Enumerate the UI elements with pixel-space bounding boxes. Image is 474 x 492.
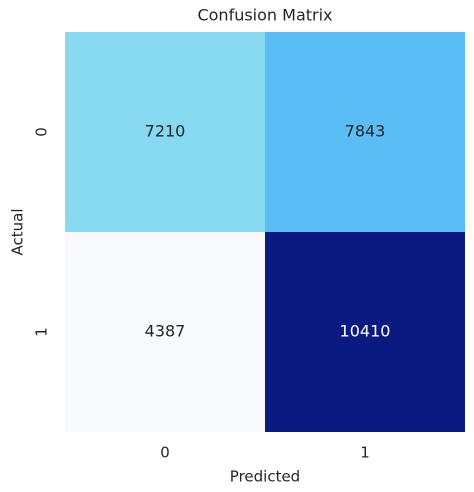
y-axis-label: Actual <box>9 209 27 256</box>
heatmap-cell <box>265 32 465 232</box>
y-tick-label: 1 <box>33 327 51 337</box>
cell-label: 7843 <box>345 122 386 141</box>
y-tick-label: 0 <box>33 127 51 137</box>
cell-label: 4387 <box>145 322 186 341</box>
cell-label: 10410 <box>340 322 391 341</box>
x-tick-label: 1 <box>360 444 370 462</box>
chart-title: Confusion Matrix <box>197 6 332 25</box>
x-axis-label: Predicted <box>230 468 300 486</box>
x-tick-label: 0 <box>160 444 170 462</box>
cell-label: 7210 <box>145 122 186 141</box>
heatmap-cell <box>265 232 465 432</box>
heatmap-cell <box>65 32 265 232</box>
heatmap-cell <box>65 232 265 432</box>
